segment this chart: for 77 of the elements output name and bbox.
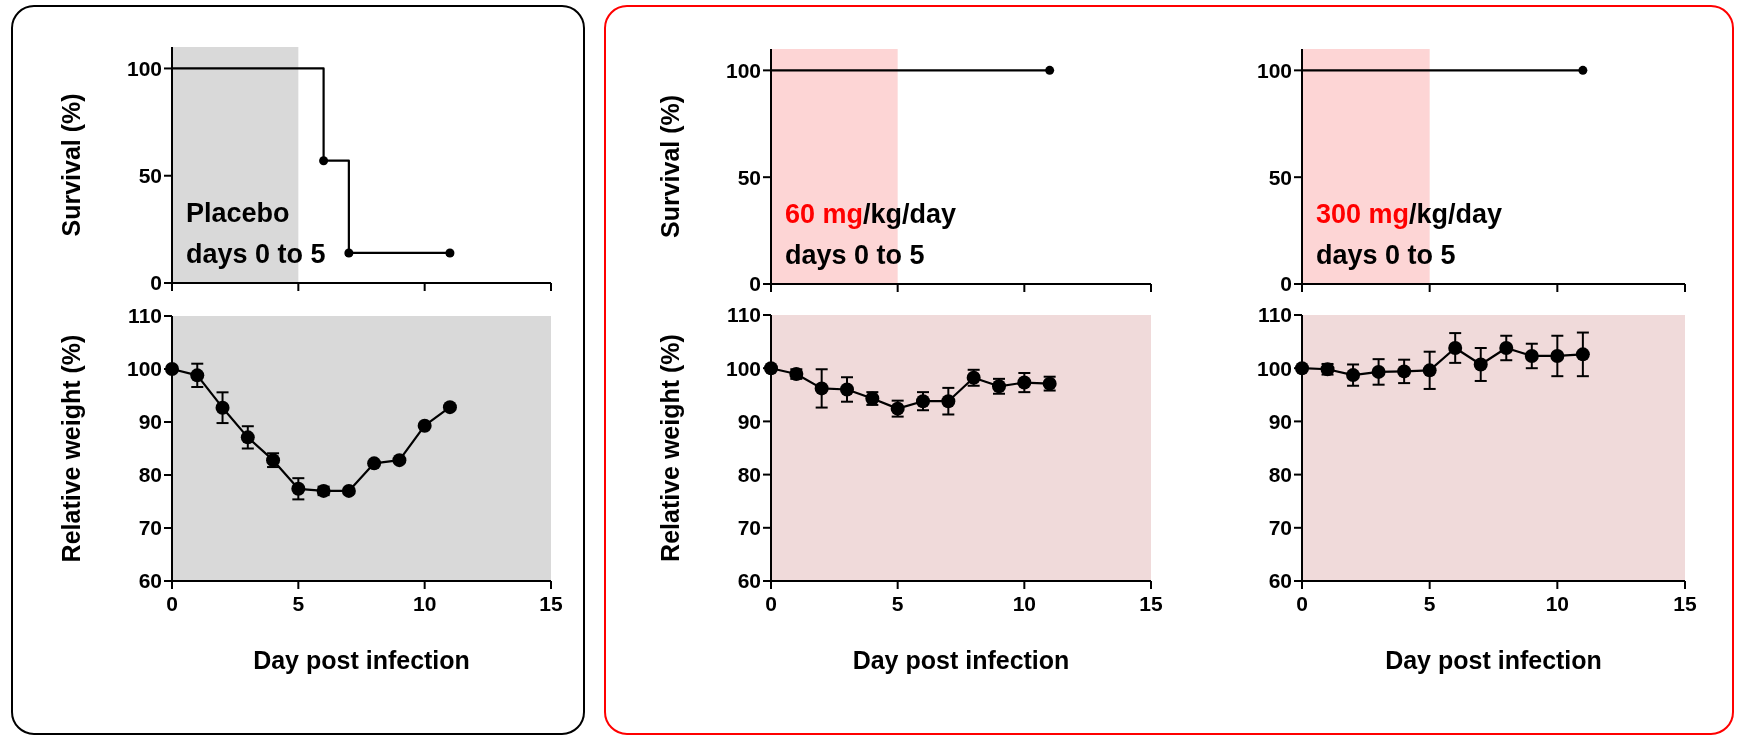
annotation: /kg/day [863,199,957,229]
point [417,418,432,433]
x-tick-label: 5 [1423,592,1436,615]
y-tick-label: 100 [126,56,162,80]
y-tick-label: 110 [1258,303,1292,327]
y-tick-label: 100 [1256,356,1292,380]
x-axis-title: Day post infection [852,646,1070,674]
y-tick-label: 60 [1268,569,1292,593]
y-tick-label: 100 [126,357,162,381]
annotation: /kg/day [1409,199,1503,229]
y-tick-label: 90 [138,410,162,434]
y-tick-label: 80 [1268,462,1292,486]
band-label: 60 mg [785,199,864,229]
point [1499,340,1514,355]
y-tick-label: 80 [138,463,162,487]
point [1448,340,1463,355]
point [814,381,829,396]
annotation: Placebo [186,198,290,228]
y-tick-label: 60 [737,569,761,593]
point [215,400,230,415]
point [392,453,407,468]
y-tick-label: 50 [138,164,162,188]
y-axis-title: Survival (%) [57,93,85,237]
y-tick-label: 0 [150,271,162,295]
y-axis-title: Relative weight (%) [57,334,85,563]
annotation: days 0 to 5 [1316,240,1456,270]
y-tick-label: 0 [749,272,761,296]
y-tick-label: 100 [725,58,761,82]
point [1550,348,1565,363]
point [1575,347,1590,362]
x-tick-label: 5 [891,592,904,615]
y-tick-label: 50 [737,165,761,189]
y-tick-label: 70 [737,516,761,540]
y-tick-label: 60 [138,569,162,593]
point [240,430,255,445]
annotation: days 0 to 5 [186,239,326,269]
point [1346,368,1361,383]
y-tick-label: 70 [138,516,162,540]
point [341,483,356,498]
y-tick-label: 70 [1268,516,1292,540]
x-tick-label: 15 [1673,592,1697,615]
x-axis-title: Day post infection [1385,646,1602,674]
x-tick-label: 0 [166,592,178,615]
point [1371,364,1386,379]
y-tick-label: 80 [737,462,761,486]
band-label: 300 mg [1316,199,1410,229]
point [1422,363,1437,378]
x-tick-label: 15 [539,592,563,615]
point [190,368,205,383]
y-tick-label: 110 [727,303,761,327]
x-tick-label: 5 [292,592,305,615]
x-tick-label: 10 [1012,592,1037,615]
point [840,382,854,397]
y-tick-label: 90 [737,409,761,433]
point [291,481,306,496]
x-tick-label: 15 [1139,592,1163,615]
point [1017,375,1032,390]
point [1524,348,1539,363]
point [442,400,457,415]
point [367,456,382,471]
annotation: days 0 to 5 [785,240,925,270]
y-tick-label: 0 [1280,272,1292,296]
y-tick-label: 110 [128,304,162,328]
y-tick-label: 100 [1256,58,1292,82]
y-tick-label: 50 [1268,165,1292,189]
y-tick-label: 90 [1268,409,1292,433]
point [1473,357,1488,372]
point [1397,364,1412,379]
x-tick-label: 0 [765,592,777,615]
y-tick-label: 100 [725,356,761,380]
x-tick-label: 0 [1296,592,1308,615]
x-axis-title: Day post infection [253,646,470,674]
x-tick-label: 10 [412,592,437,615]
y-axis-title: Relative weight (%) [656,334,684,562]
y-axis-title: Survival (%) [656,94,684,239]
x-tick-label: 10 [1545,592,1570,615]
point [941,394,956,409]
